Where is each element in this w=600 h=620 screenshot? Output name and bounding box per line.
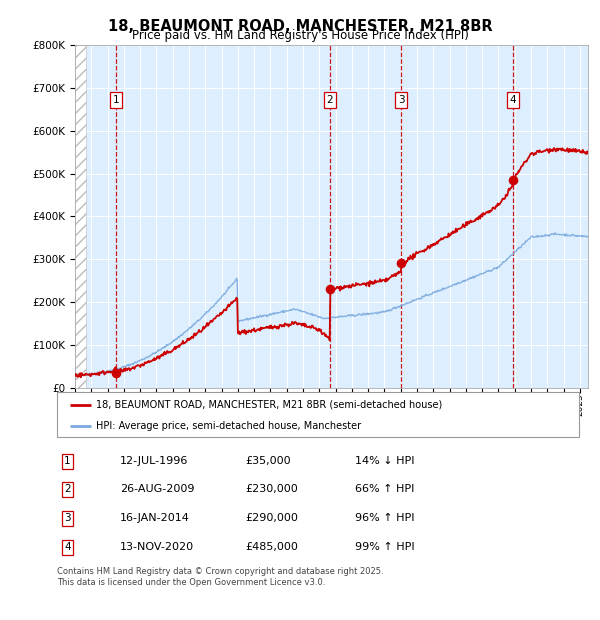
Text: 14% ↓ HPI: 14% ↓ HPI (355, 456, 414, 466)
Bar (75, 45, 86, 388)
Text: Contains HM Land Registry data © Crown copyright and database right 2025.
This d: Contains HM Land Registry data © Crown c… (57, 567, 383, 587)
Text: 13-NOV-2020: 13-NOV-2020 (119, 542, 194, 552)
Text: 2: 2 (326, 95, 333, 105)
Text: 66% ↑ HPI: 66% ↑ HPI (355, 484, 414, 494)
Text: HPI: Average price, semi-detached house, Manchester: HPI: Average price, semi-detached house,… (96, 421, 361, 431)
FancyBboxPatch shape (57, 392, 579, 437)
Text: 3: 3 (398, 95, 404, 105)
Text: 18, BEAUMONT ROAD, MANCHESTER, M21 8BR (semi-detached house): 18, BEAUMONT ROAD, MANCHESTER, M21 8BR (… (96, 400, 442, 410)
Text: 1: 1 (113, 95, 119, 105)
Text: 3: 3 (64, 513, 71, 523)
Point (325, 284, 335, 294)
Text: £485,000: £485,000 (245, 542, 298, 552)
Text: 96% ↑ HPI: 96% ↑ HPI (355, 513, 414, 523)
Text: £230,000: £230,000 (245, 484, 298, 494)
Text: 4: 4 (64, 542, 71, 552)
Point (508, 175, 517, 185)
Text: 16-JAN-2014: 16-JAN-2014 (119, 513, 190, 523)
Text: £35,000: £35,000 (245, 456, 290, 466)
Text: 26-AUG-2009: 26-AUG-2009 (119, 484, 194, 494)
Text: Price paid vs. HM Land Registry's House Price Index (HPI): Price paid vs. HM Land Registry's House … (131, 29, 469, 42)
Point (397, 259, 406, 268)
Text: 12-JUL-1996: 12-JUL-1996 (119, 456, 188, 466)
Point (112, 368, 121, 378)
Text: 4: 4 (509, 95, 516, 105)
Text: 2: 2 (64, 484, 71, 494)
Text: 99% ↑ HPI: 99% ↑ HPI (355, 542, 414, 552)
Text: 1: 1 (64, 456, 71, 466)
Text: 18, BEAUMONT ROAD, MANCHESTER, M21 8BR: 18, BEAUMONT ROAD, MANCHESTER, M21 8BR (107, 19, 493, 33)
Text: £290,000: £290,000 (245, 513, 298, 523)
